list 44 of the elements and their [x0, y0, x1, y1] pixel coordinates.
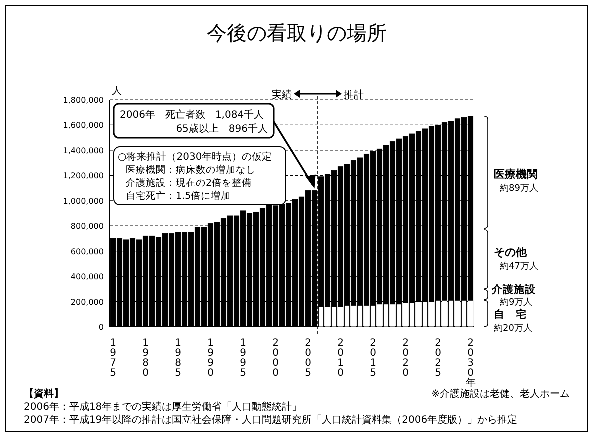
y-tick-label: 0 — [98, 323, 104, 332]
y-tick-label: 200,000 — [70, 298, 104, 307]
annotation: 2006年 死亡者数 1,084千人 — [120, 109, 264, 121]
y-tick-label: 800,000 — [70, 222, 104, 232]
y-tick-label: 1,600,000 — [63, 121, 104, 130]
annotation: 推計 — [344, 89, 364, 101]
text: 約89万人 — [500, 183, 538, 194]
x-tick-label: 2 0 1 0 — [338, 338, 344, 379]
y-axis-title: 人 — [112, 86, 122, 97]
x-tick-label: 1 9 7 5 — [110, 338, 116, 379]
x-tick-label: 2 0 1 5 — [370, 338, 376, 379]
text: 自 宅 — [494, 308, 527, 321]
y-tick-label: 1,800,000 — [63, 96, 104, 105]
text: 【資料】 — [24, 388, 64, 400]
annotation: ○将来推計（2030年時点）の仮定 — [118, 151, 272, 163]
annotation: 自宅死亡：1.5倍に増加 — [126, 190, 232, 202]
x-tick-label: 2 0 2 0 — [402, 338, 409, 379]
text: 2006年：平成18年までの実績は厚生労働省「人口動態統計」 — [24, 401, 302, 413]
annotation: 介護施設：現在の2倍を整備 — [126, 177, 252, 189]
text: ※介護施設は老健、老人ホーム — [432, 388, 570, 400]
x-tick-label: 2 0 0 0 — [272, 338, 279, 379]
text: 約47万人 — [500, 261, 538, 272]
y-tick-label: 1,000,000 — [63, 196, 104, 206]
x-tick-label: 2030年 — [466, 338, 476, 389]
text: 約20万人 — [494, 323, 532, 334]
y-tick-label: 400,000 — [70, 272, 104, 282]
x-tick-label: 1 9 9 5 — [240, 338, 246, 379]
annotation: 65歳以上 896千人 — [176, 123, 268, 135]
y-tick-label: 1,200,000 — [63, 172, 104, 181]
chart-title: 今後の看取りの場所 — [207, 21, 387, 45]
x-tick-label: 2 0 2 5 — [435, 338, 442, 379]
annotation: 医療機関：病床数の増加なし — [126, 164, 256, 176]
text: 約9万人 — [500, 297, 533, 308]
text: 介護施設 — [491, 283, 537, 296]
annotation: 実績 — [272, 89, 292, 101]
x-tick-label: 2 0 0 5 — [305, 338, 312, 379]
text: その他 — [494, 246, 528, 259]
x-tick-label: 1 9 8 5 — [175, 338, 182, 379]
y-tick-label: 600,000 — [70, 247, 104, 256]
x-tick-label: 1 9 9 0 — [208, 338, 214, 379]
text: 2007年：平成19年以降の推計は国立社会保障・人口問題研究所「人口統計資料集（2006年度版）」から推定 — [24, 414, 518, 426]
x-tick-label: 1 9 8 0 — [142, 338, 149, 379]
y-tick-label: 1,400,000 — [63, 146, 104, 156]
text: 医療機関 — [494, 168, 538, 181]
